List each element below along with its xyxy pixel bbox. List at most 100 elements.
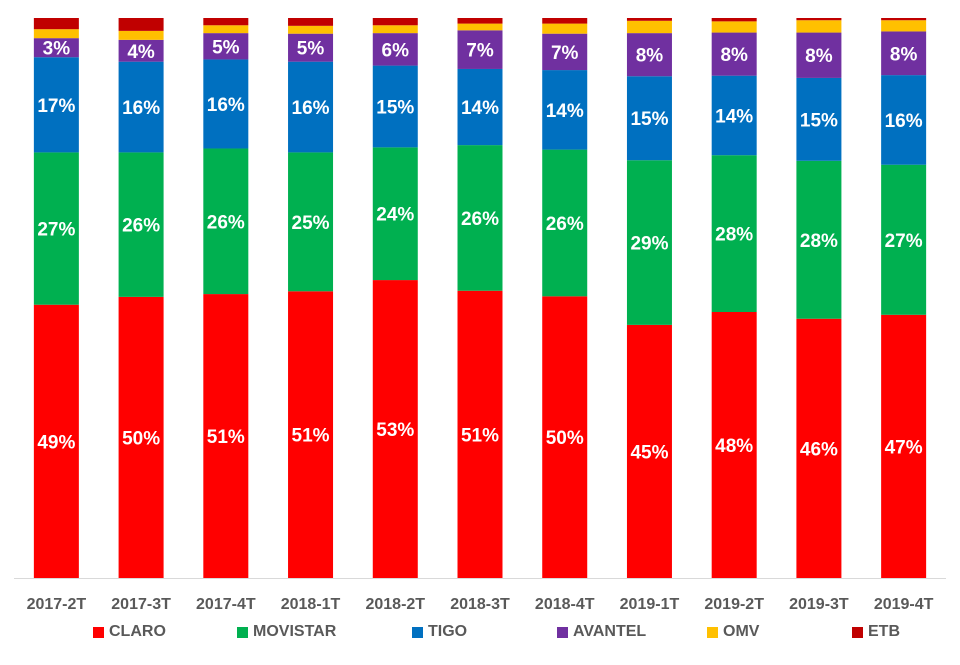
legend-label: ETB	[868, 623, 900, 640]
bar-segment-claro-2019-2T	[711, 312, 757, 578]
bar-stack-2018-3T: 51% 26% 14% 7%	[457, 18, 503, 578]
bar-segment-tigo-2017-2T	[33, 57, 79, 153]
legend-item-etb: ETB	[852, 620, 900, 644]
x-tick-label: 2019-2T	[704, 596, 764, 613]
stacked-bar-chart: 49% 27% 17% 3% 50% 26% 16% 4% 51% 26% 16% 5% 51% 25% 1…	[14, 18, 946, 613]
x-tick-label: 2017-3T	[111, 596, 171, 613]
bar-segment-etb-2019-3T	[796, 18, 842, 21]
bar-segment-tigo-2017-4T	[203, 59, 249, 149]
bar-segment-tigo-2018-4T	[542, 70, 588, 150]
bar-segment-claro-2018-1T	[288, 291, 334, 578]
legend-label: CLARO	[109, 623, 166, 640]
bar-segment-claro-2017-3T	[118, 296, 164, 578]
data-label-avantel-2017-2T: 3%	[43, 39, 71, 60]
bar-segment-movistar-2018-4T	[542, 149, 588, 297]
data-label-tigo-2017-2T: 17%	[37, 96, 75, 117]
bar-segment-avantel-2019-1T	[626, 33, 672, 77]
data-label-avantel-2019-2T: 8%	[720, 45, 748, 66]
legend-swatch	[237, 626, 248, 638]
legend-item-movistar: MOVISTAR	[237, 620, 336, 644]
bar-segment-etb-2018-4T	[542, 18, 588, 24]
legend-swatch	[412, 626, 423, 638]
legend-item-tigo: TIGO	[412, 620, 467, 644]
data-label-tigo-2017-3T: 16%	[122, 98, 160, 119]
bar-segment-avantel-2017-2T	[33, 38, 79, 58]
data-label-movistar-2017-4T: 26%	[207, 212, 245, 233]
bar-segment-movistar-2018-3T	[457, 145, 503, 291]
bar-segment-tigo-2019-1T	[626, 76, 672, 161]
bar-segment-claro-2019-4T	[881, 314, 927, 578]
bar-segment-etb-2019-1T	[626, 18, 672, 21]
x-tick-label: 2018-1T	[281, 596, 341, 613]
data-label-tigo-2019-4T: 16%	[885, 111, 923, 132]
bar-segment-omv-2017-4T	[203, 25, 249, 34]
bar-segment-claro-2018-4T	[542, 296, 588, 578]
bar-segment-movistar-2017-2T	[33, 152, 79, 305]
data-label-movistar-2019-2T: 28%	[715, 225, 753, 246]
bar-segment-etb-2017-2T	[33, 18, 79, 30]
data-label-avantel-2019-1T: 8%	[636, 46, 664, 67]
data-label-claro-2017-2T: 49%	[37, 432, 75, 453]
data-label-movistar-2017-3T: 26%	[122, 216, 160, 237]
legend-item-claro: CLARO	[93, 620, 166, 644]
data-label-claro-2018-4T: 50%	[546, 428, 584, 449]
x-tick-label: 2017-2T	[27, 596, 87, 613]
data-label-claro-2019-2T: 48%	[715, 436, 753, 457]
legend-item-avantel: AVANTEL	[557, 620, 646, 644]
bar-segment-etb-2019-2T	[711, 18, 757, 22]
bar-stack-2018-1T: 51% 25% 16% 5%	[288, 18, 334, 578]
bar-stack-2018-2T: 53% 24% 15% 6%	[372, 18, 418, 578]
bar-segment-tigo-2019-2T	[711, 75, 757, 156]
bar-segment-avantel-2017-3T	[118, 39, 164, 62]
data-label-claro-2019-4T: 47%	[885, 437, 923, 458]
data-label-avantel-2017-3T: 4%	[127, 42, 155, 63]
data-label-claro-2019-3T: 46%	[800, 439, 838, 460]
bar-segment-movistar-2017-3T	[118, 152, 164, 297]
data-label-tigo-2018-1T: 16%	[292, 98, 330, 119]
bar-segment-tigo-2019-4T	[881, 75, 927, 165]
data-label-tigo-2019-2T: 14%	[715, 106, 753, 127]
data-label-tigo-2017-4T: 16%	[207, 95, 245, 116]
data-label-claro-2017-4T: 51%	[207, 427, 245, 448]
bar-segment-tigo-2017-3T	[118, 61, 164, 153]
bars-group: 49% 27% 17% 3% 50% 26% 16% 4% 51% 26% 16% 5% 51% 25% 1…	[33, 18, 927, 578]
bar-stack-2019-2T: 48% 28% 14% 8%	[711, 18, 757, 578]
bar-segment-movistar-2019-1T	[626, 160, 672, 325]
legend-label: OMV	[723, 623, 760, 640]
bar-segment-omv-2018-1T	[288, 25, 334, 34]
bar-segment-claro-2017-4T	[203, 294, 249, 578]
legend-swatch	[93, 626, 104, 638]
bar-stack-2018-4T: 50% 26% 14% 7%	[542, 18, 588, 578]
legend-item-omv: OMV	[707, 620, 759, 644]
bar-segment-avantel-2017-4T	[203, 33, 249, 60]
x-tick-label: 2018-2T	[365, 596, 425, 613]
bar-segment-claro-2019-3T	[796, 318, 842, 578]
legend-label: AVANTEL	[573, 623, 647, 640]
bar-segment-etb-2018-2T	[372, 18, 418, 26]
bar-stack-2017-2T: 49% 27% 17% 3%	[33, 18, 79, 578]
data-label-tigo-2019-1T: 15%	[630, 109, 668, 130]
legend-swatch	[707, 626, 718, 638]
bar-segment-etb-2018-3T	[457, 18, 503, 24]
x-tick-label: 2018-4T	[535, 596, 595, 613]
legend-label: MOVISTAR	[253, 623, 337, 640]
data-label-tigo-2019-3T: 15%	[800, 110, 838, 131]
bar-segment-etb-2017-4T	[203, 18, 249, 26]
bar-segment-avantel-2018-1T	[288, 33, 334, 62]
bar-segment-tigo-2018-3T	[457, 68, 503, 146]
bar-segment-omv-2019-1T	[626, 20, 672, 34]
data-label-movistar-2018-4T: 26%	[546, 214, 584, 235]
data-label-avantel-2018-1T: 5%	[297, 39, 325, 60]
bar-segment-claro-2018-2T	[372, 280, 418, 578]
data-label-avantel-2017-4T: 5%	[212, 37, 240, 58]
bar-segment-movistar-2019-4T	[881, 164, 927, 315]
data-label-avantel-2018-2T: 6%	[382, 40, 410, 61]
bar-segment-avantel-2018-2T	[372, 33, 418, 66]
data-label-claro-2018-1T: 51%	[292, 426, 330, 447]
x-tick-label: 2019-4T	[874, 596, 934, 613]
bar-stack-2019-1T: 45% 29% 15% 8%	[626, 18, 672, 578]
bar-segment-claro-2019-1T	[626, 324, 672, 578]
legend-label: TIGO	[428, 623, 468, 640]
x-tick-label: 2017-4T	[196, 596, 256, 613]
data-label-claro-2018-2T: 53%	[376, 420, 414, 441]
